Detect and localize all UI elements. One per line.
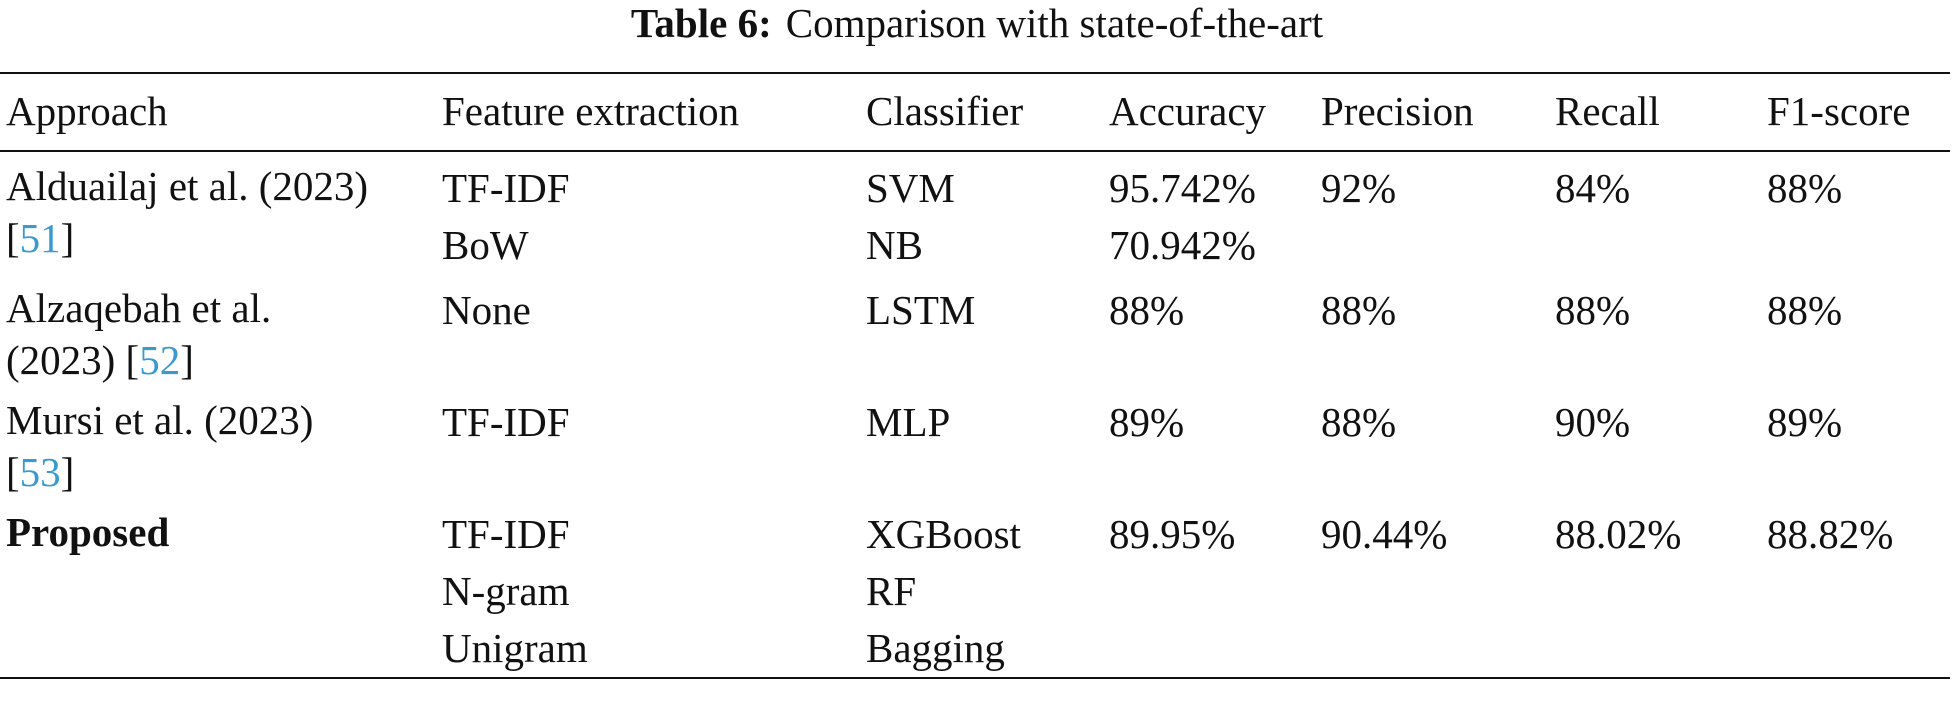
citation-bracket: ] xyxy=(60,449,75,495)
citation-link: 51 xyxy=(19,215,61,261)
approach: Alzaqebah et al. (2023) [52] xyxy=(6,282,376,386)
cell-line: RF xyxy=(866,568,917,614)
cell-line: MLP xyxy=(866,399,951,445)
cell-line: 88% xyxy=(1555,287,1631,333)
cell-line: XGBoost xyxy=(866,511,1021,557)
cell-line: LSTM xyxy=(866,287,976,333)
caption-label: Table 6: xyxy=(630,0,772,46)
header-cell: Accuracy xyxy=(1109,88,1267,134)
table-cell: SVM NB xyxy=(860,151,1103,274)
table-cell: 88% xyxy=(1549,274,1761,386)
cell-line: TF-IDF xyxy=(442,399,570,445)
cell-line: TF-IDF xyxy=(442,511,570,557)
approach: Mursi et al. (2023) [53] xyxy=(6,394,376,498)
table-cell: 88% xyxy=(1315,386,1549,498)
cell-line: 88.82% xyxy=(1767,511,1894,557)
cell-line: 88% xyxy=(1767,165,1843,211)
approach-cell: Alzaqebah et al. (2023) [52] xyxy=(0,274,436,386)
table-cell: 84% xyxy=(1549,151,1761,274)
cell-line: 88.02% xyxy=(1555,511,1682,557)
approach-text: Alduailaj et al. (2023) [ xyxy=(6,163,369,261)
table-cell: TF-IDF xyxy=(436,386,860,498)
citation-bracket: ] xyxy=(60,215,75,261)
cell-line: SVM xyxy=(866,165,955,211)
table-body: Alduailaj et al. (2023) [51] TF-IDF BoW SVM… xyxy=(0,151,1950,678)
approach: Proposed xyxy=(6,506,376,558)
cell-line: NB xyxy=(866,222,923,268)
approach-cell: Alduailaj et al. (2023) [51] xyxy=(0,151,436,274)
table-row: Mursi et al. (2023) [53] TF-IDF MLP 89% 88% 9… xyxy=(0,386,1950,498)
cell-line: Unigram xyxy=(442,625,588,671)
table-cell: XGBoost RF Bagging xyxy=(860,498,1103,678)
cell-line: N-gram xyxy=(442,568,570,614)
table-cell: 92% xyxy=(1315,151,1549,274)
cell-line: 95.742% xyxy=(1109,165,1256,211)
table-cell: TF-IDF BoW xyxy=(436,151,860,274)
table-cell: 89% xyxy=(1761,386,1950,498)
cell-line: 88% xyxy=(1321,399,1397,445)
header-cell: Recall xyxy=(1555,88,1660,134)
approach-cell: Proposed xyxy=(0,498,436,678)
table-caption: Table 6: Comparison with state-of-the-art xyxy=(0,0,1954,46)
cell-line: 88% xyxy=(1767,287,1843,333)
cell-line: 88% xyxy=(1109,287,1185,333)
citation-link: 53 xyxy=(19,449,61,495)
approach-text: Mursi et al. (2023) [ xyxy=(6,397,314,495)
comparison-table: Approach Feature extraction Classifier Accu… xyxy=(0,72,1950,679)
table-cell: TF-IDF N-gram Unigram xyxy=(436,498,860,678)
cell-line: 88% xyxy=(1321,287,1397,333)
header-cell: Classifier xyxy=(866,88,1024,134)
header-cell: F1-score xyxy=(1767,88,1911,134)
table-cell: MLP xyxy=(860,386,1103,498)
cell-line: 90% xyxy=(1555,399,1631,445)
table-row: Alduailaj et al. (2023) [51] TF-IDF BoW SVM… xyxy=(0,151,1950,274)
table-cell: 88% xyxy=(1761,151,1950,274)
citation-bracket: ] xyxy=(180,337,194,383)
approach-cell: Mursi et al. (2023) [53] xyxy=(0,386,436,498)
cell-line: None xyxy=(442,287,531,333)
cell-line: Bagging xyxy=(866,625,1005,671)
citation-link: 52 xyxy=(139,337,181,383)
cell-line: BoW xyxy=(442,222,529,268)
approach-text: Proposed xyxy=(6,509,170,555)
approach: Alduailaj et al. (2023) [51] xyxy=(6,160,376,264)
table-cell: 88.82% xyxy=(1761,498,1950,678)
table-cell: 89% xyxy=(1103,386,1315,498)
cell-line: 89% xyxy=(1109,399,1185,445)
cell-line: 89.95% xyxy=(1109,511,1236,557)
table-cell: 88% xyxy=(1761,274,1950,386)
approach-text: Alzaqebah et al. (2023) [ xyxy=(6,285,272,383)
table-cell: 95.742% 70.942% xyxy=(1103,151,1315,274)
table-cell: 88% xyxy=(1315,274,1549,386)
table-row: Proposed TF-IDF N-gram Unigram XGBoost RF Bagg… xyxy=(0,498,1950,678)
table-row: Alzaqebah et al. (2023) [52] None LSTM 88% 8… xyxy=(0,274,1950,386)
table-cell: None xyxy=(436,274,860,386)
cell-line: 89% xyxy=(1767,399,1843,445)
header-cell: Approach xyxy=(6,88,168,134)
cell-line: 92% xyxy=(1321,165,1397,211)
table-cell: LSTM xyxy=(860,274,1103,386)
table-cell: 89.95% xyxy=(1103,498,1315,678)
cell-line: 90.44% xyxy=(1321,511,1448,557)
table-cell: 90.44% xyxy=(1315,498,1549,678)
table-cell: 88.02% xyxy=(1549,498,1761,678)
cell-line: 84% xyxy=(1555,165,1631,211)
table-cell: 88% xyxy=(1103,274,1315,386)
cell-line: 70.942% xyxy=(1109,222,1256,268)
header-cell: Precision xyxy=(1321,88,1474,134)
header-cell: Feature extraction xyxy=(442,88,740,134)
caption-title: Comparison with state-of-the-art xyxy=(785,0,1324,46)
cell-line: TF-IDF xyxy=(442,165,570,211)
header-row: Approach Feature extraction Classifier Accu… xyxy=(0,73,1950,151)
table-cell: 90% xyxy=(1549,386,1761,498)
